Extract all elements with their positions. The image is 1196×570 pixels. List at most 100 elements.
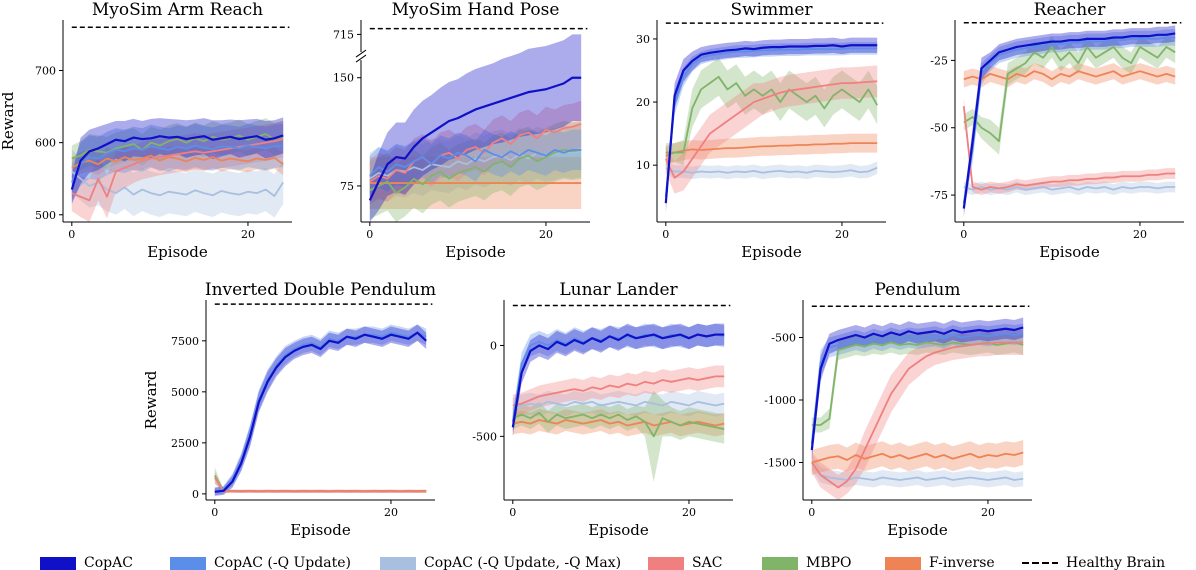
- line-sac: [214, 477, 427, 493]
- line-mbpo: [963, 46, 1176, 143]
- line-copac: [70, 134, 284, 190]
- line-copac-q-update: [369, 148, 582, 177]
- y-tick-label: 600: [35, 137, 56, 150]
- band-copac: [214, 324, 427, 496]
- x-tick-label: 20: [835, 228, 849, 241]
- panel-title: Lunar Lander: [559, 280, 678, 300]
- x-tick-label: 20: [1133, 228, 1147, 241]
- line-copac-q-update: [962, 36, 1176, 204]
- line-copac-q-update: [70, 144, 284, 183]
- band-copac-q-update: [665, 42, 878, 207]
- y-tick-label: -75: [930, 189, 948, 202]
- y-tick-label: -25: [930, 54, 948, 67]
- band-copac: [665, 37, 878, 213]
- legend-label: Healthy Brain: [1066, 555, 1165, 570]
- legend-label: CopAC (-Q Update, -Q Max): [424, 555, 621, 570]
- legend-label: SAC: [692, 555, 722, 570]
- band-sac: [811, 330, 1024, 500]
- legend-item-copac-q-update-q-max: CopAC (-Q Update, -Q Max): [380, 555, 621, 570]
- axis-break-mark: [355, 54, 367, 63]
- legend-item-copac-q-update: CopAC (-Q Update): [170, 555, 351, 570]
- line-f-inverse: [665, 142, 878, 157]
- y-tick-label: -50: [930, 122, 948, 135]
- panel-title: Inverted Double Pendulum: [205, 280, 436, 300]
- x-axis-label: Episode: [1039, 243, 1100, 261]
- x-tick-label: 20: [981, 506, 995, 519]
- line-f-inverse: [811, 451, 1024, 464]
- band-copac: [369, 34, 582, 222]
- x-tick-label: 0: [366, 228, 373, 241]
- band-mbpo: [512, 390, 725, 482]
- y-tick-label: 500: [35, 209, 56, 222]
- x-axis-label: Episode: [445, 243, 506, 261]
- y-tick-label: 0: [192, 488, 199, 501]
- x-tick-label: 0: [960, 228, 967, 241]
- line-copac-q-update-q-max: [71, 170, 284, 197]
- band-copac-q-update: [369, 129, 582, 197]
- y-tick-label: 150: [333, 72, 354, 85]
- line-f-inverse: [71, 154, 284, 169]
- axis-break-mark: [355, 49, 367, 58]
- panel-title: MyoSim Arm Reach: [92, 0, 263, 20]
- y-tick-label: 10: [636, 159, 650, 172]
- y-tick-label: -1000: [764, 394, 796, 407]
- legend-label: MBPO: [806, 555, 852, 570]
- band-f-inverse: [71, 144, 284, 179]
- panel-myosim-hand-pose: MyoSim Hand Pose 75 150 715 0 20 Episode: [333, 0, 590, 261]
- x-axis-label: Episode: [741, 243, 802, 261]
- line-copac-q-update: [810, 332, 1024, 444]
- legend-swatch: [170, 557, 206, 570]
- panel-title: Pendulum: [874, 280, 960, 300]
- y-tick-label: 715: [333, 28, 354, 41]
- x-tick-label: 20: [682, 506, 696, 519]
- x-axis-label: Episode: [588, 521, 649, 539]
- axis-break-gap: [358, 52, 364, 61]
- legend-item-mbpo: MBPO: [762, 555, 852, 570]
- x-tick-label: 0: [211, 506, 218, 519]
- legend-item-healthy-brain: Healthy Brain: [1022, 555, 1165, 570]
- line-sac: [512, 375, 725, 407]
- y-tick-label: 5000: [171, 386, 199, 399]
- legend-swatch: [40, 557, 76, 570]
- band-sac: [665, 65, 878, 194]
- line-copac-q-update-q-max: [665, 166, 878, 174]
- line-copac: [511, 333, 725, 428]
- chart-panels: MyoSim Arm Reach 500 600 700 0 20 Episode Rewar…: [0, 0, 1184, 539]
- y-tick-label: 2500: [171, 437, 199, 450]
- line-copac-q-update: [664, 47, 878, 197]
- band-sac: [369, 100, 582, 204]
- band-sac: [963, 98, 1176, 196]
- y-tick-label: 20: [636, 96, 650, 109]
- x-axis-label: Episode: [887, 521, 948, 539]
- band-copac: [811, 317, 1024, 460]
- panel-inverted-double-pendulum: Inverted Double Pendulum 0 2500 5000 7500 0 20…: [142, 280, 436, 539]
- y-tick-label: 0: [490, 339, 497, 352]
- band-mbpo: [963, 36, 1176, 155]
- band-copac-q-update: [71, 123, 284, 201]
- band-mbpo: [369, 121, 582, 222]
- x-axis-label: Episode: [290, 521, 351, 539]
- legend-item-f-inverse: F-inverse: [885, 555, 995, 570]
- legend-swatch: [762, 557, 798, 570]
- band-f-inverse: [811, 440, 1024, 475]
- y-tick-label: -500: [771, 332, 796, 345]
- line-mbpo: [811, 341, 1024, 426]
- y-tick-label: 75: [340, 180, 354, 193]
- line-sac: [811, 341, 1024, 489]
- band-mbpo: [214, 467, 427, 493]
- line-copac: [810, 326, 1024, 451]
- line-sac: [664, 80, 878, 179]
- y-tick-label: -500: [472, 430, 497, 443]
- band-mbpo: [665, 57, 878, 166]
- panel-title: MyoSim Hand Pose: [392, 0, 560, 20]
- x-tick-label: 0: [509, 506, 516, 519]
- legend-label: CopAC (-Q Update): [214, 555, 351, 570]
- x-tick-label: 0: [662, 228, 669, 241]
- line-sac: [369, 123, 582, 183]
- band-sac: [512, 365, 725, 417]
- x-tick-label: 0: [808, 506, 815, 519]
- legend-label: CopAC: [84, 555, 133, 570]
- y-tick-label: -1500: [764, 457, 796, 470]
- panel-myosim-arm-reach: MyoSim Arm Reach 500 600 700 0 20 Episode Rewar…: [0, 0, 292, 261]
- x-tick-label: 20: [384, 506, 398, 519]
